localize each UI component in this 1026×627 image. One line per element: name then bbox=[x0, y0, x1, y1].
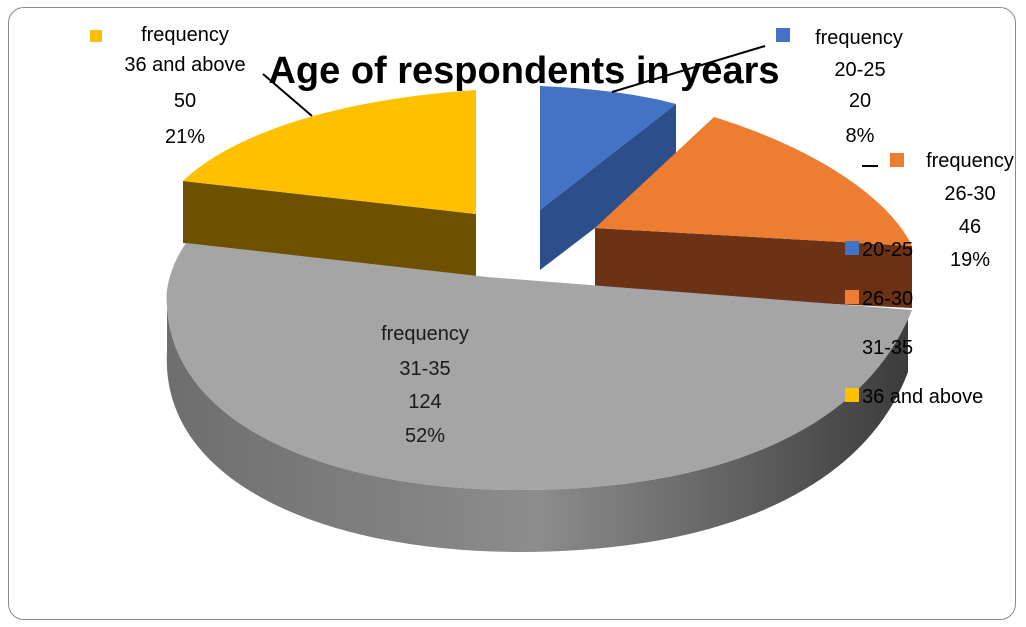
slice-side-31-35 bbox=[166, 290, 909, 552]
data-label-31-35-category: 31-35 bbox=[399, 358, 450, 380]
data-label-36-and-above-percent: 21% bbox=[165, 126, 205, 148]
legend-swatch-20-25 bbox=[845, 241, 859, 255]
data-label-26-30-series: frequency bbox=[926, 150, 1014, 172]
data-label-31-35-series: frequency bbox=[381, 323, 469, 345]
slice-side-20-25 bbox=[540, 104, 676, 270]
legend: 20-25 26-30 31-35 36 and above bbox=[845, 239, 983, 408]
legend-swatch-31-35 bbox=[845, 339, 859, 353]
data-label-26-30: frequency 26-30 46 19% bbox=[890, 150, 1014, 271]
data-label-31-35: frequency 31-35 124 52% bbox=[360, 323, 469, 447]
slice-tops bbox=[166, 86, 912, 490]
data-label-20-25-series-name: frequency bbox=[815, 27, 903, 49]
slice-31-35 bbox=[166, 243, 912, 490]
data-label-swatch-26-30 bbox=[890, 153, 904, 167]
data-label-20-25-value: 20 bbox=[849, 90, 871, 112]
data-label-36-and-above-category: 36 and above bbox=[124, 54, 245, 76]
legend-swatch-36-and-above bbox=[845, 388, 859, 402]
legend-label-36-and-above: 36 and above bbox=[862, 386, 983, 408]
data-label-26-30-percent: 19% bbox=[950, 249, 990, 271]
leader-line-36-and-above bbox=[262, 73, 313, 117]
data-label-31-35-value: 124 bbox=[408, 391, 441, 413]
data-label-36-and-above-value: 50 bbox=[174, 90, 196, 112]
data-label-26-30-category: 26-30 bbox=[944, 183, 995, 205]
legend-label-31-35: 31-35 bbox=[862, 337, 913, 359]
data-label-swatch-20-25 bbox=[776, 28, 790, 42]
data-label-26-30-value: 46 bbox=[959, 216, 981, 238]
data-label-36-and-above: frequency 36 and above 50 21% bbox=[90, 24, 246, 148]
leader-line-20-25 bbox=[611, 45, 766, 93]
data-label-20-25: 20-25 20 8% frequency bbox=[776, 27, 903, 147]
data-label-swatch-36-and-above bbox=[90, 30, 102, 42]
legend-label-20-25: 20-25 bbox=[862, 239, 913, 261]
data-label-20-25-percent: 8% bbox=[846, 125, 875, 147]
data-label-36-and-above-series: frequency bbox=[141, 24, 229, 46]
slice-36-and-above bbox=[183, 90, 476, 214]
data-label-swatch-31-35 bbox=[360, 324, 373, 337]
chart-title: Age of respondents in years bbox=[268, 50, 779, 92]
slice-20-25 bbox=[540, 86, 676, 210]
legend-swatch-26-30 bbox=[845, 290, 859, 304]
data-label-31-35-percent: 52% bbox=[405, 425, 445, 447]
slice-sides bbox=[166, 104, 912, 552]
slice-26-30 bbox=[595, 117, 912, 246]
data-label-20-25-series: 20-25 bbox=[834, 59, 885, 81]
chart-frame bbox=[8, 7, 1016, 620]
slice-side-26-30 bbox=[595, 228, 912, 308]
leader-lines bbox=[262, 45, 878, 167]
slice-side-36-and-above bbox=[183, 181, 476, 278]
legend-label-26-30: 26-30 bbox=[862, 288, 913, 310]
